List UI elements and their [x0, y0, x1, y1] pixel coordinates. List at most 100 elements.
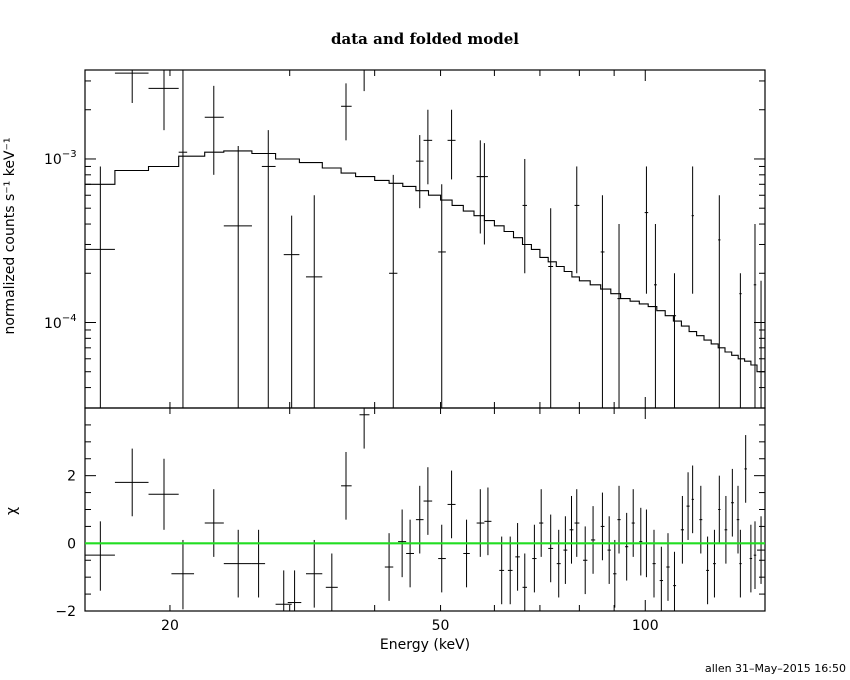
residual-point [659, 546, 664, 611]
residual-point [583, 526, 588, 595]
residual-point [204, 489, 224, 557]
residual-point [718, 475, 721, 544]
residual-point [384, 533, 394, 601]
residual-point [275, 570, 292, 611]
residual-point [148, 458, 179, 530]
residual-point [563, 516, 568, 584]
data-point [423, 109, 433, 185]
spectrum-panel: 10−3 10−4 normalized counts s⁻¹ keV⁻¹ [2, 69, 766, 409]
data-point [305, 195, 323, 408]
residual-point [607, 516, 611, 584]
spectrum-y-ticks [85, 80, 765, 409]
residual-point [652, 529, 656, 598]
data-point [718, 195, 721, 408]
spectrum-x-ticks [169, 70, 646, 408]
data-point [644, 166, 649, 294]
data-point [114, 70, 149, 103]
residual-panel: 20 50 100 −2 0 2 χ Energy (keV) [4, 407, 766, 653]
residual-point [631, 489, 635, 557]
spectrum-panel-frame [84, 69, 766, 409]
x-axis-label: Energy (keV) [380, 637, 470, 653]
residual-y-tick-label: 2 [67, 469, 76, 485]
timestamp-footer: allen 31–May–2015 16:50 [705, 662, 846, 675]
data-point [757, 280, 765, 408]
residual-point [590, 506, 596, 574]
residual-point [680, 495, 684, 564]
x-tick-label: 100 [632, 618, 659, 634]
residual-point [415, 485, 424, 554]
residual-point [359, 408, 370, 449]
residual-point [548, 514, 554, 583]
chart-title: data and folded model [331, 30, 519, 48]
residual-point [287, 570, 302, 611]
data-point [389, 174, 398, 408]
data-point [753, 224, 757, 408]
residual-point [600, 492, 605, 561]
residual-point [463, 519, 470, 588]
residual-y-tick-label: 0 [67, 536, 76, 552]
residual-point [736, 485, 740, 554]
data-point [283, 215, 300, 408]
data-point [548, 208, 554, 408]
residual-point [341, 451, 352, 520]
data-point [617, 224, 621, 408]
residual-point [686, 472, 690, 540]
folded-model-line [85, 150, 765, 373]
data-point [476, 140, 485, 234]
residual-point [305, 539, 323, 608]
data-point [223, 146, 252, 408]
data-point [341, 83, 352, 141]
residual-point [749, 524, 753, 593]
residual-y-tick-label: −2 [55, 604, 76, 620]
residual-point [423, 467, 433, 535]
data-point [85, 166, 115, 408]
residual-point [556, 529, 561, 598]
residual-point [447, 470, 456, 539]
data-point [691, 166, 694, 294]
residual-point [706, 536, 710, 605]
residual-point [744, 435, 747, 503]
residual-point [617, 485, 621, 554]
residual-point [476, 489, 485, 557]
data-point [574, 166, 580, 274]
residual-point [757, 516, 765, 584]
data-point [447, 109, 456, 180]
residual-point [251, 529, 266, 598]
data-point [415, 135, 424, 209]
residual-point [731, 468, 734, 537]
residual-point [522, 553, 527, 611]
residual-y-axis-label: χ [4, 507, 20, 515]
residual-point [673, 551, 677, 611]
data-point [653, 224, 657, 408]
residual-point [406, 519, 415, 588]
residual-point [574, 489, 580, 557]
data-point [522, 158, 527, 274]
residual-point [85, 521, 115, 591]
residual-point [507, 536, 513, 605]
residual-point [625, 512, 629, 581]
spectrum-y-axis-label: normalized counts s⁻¹ keV⁻¹ [2, 137, 18, 334]
residual-point [713, 529, 716, 598]
residual-point [325, 553, 338, 611]
residual-point [515, 523, 520, 591]
spectrum-y-tick-label-1e-4: 10−4 [44, 313, 77, 332]
data-point [148, 70, 179, 131]
residual-point [171, 539, 195, 610]
residual-point [499, 536, 505, 605]
data-point [178, 70, 188, 408]
data-point [438, 184, 446, 408]
data-point [261, 130, 276, 408]
residual-point [114, 448, 149, 517]
data-point [359, 69, 370, 92]
residual-series [85, 408, 765, 611]
data-point [673, 273, 677, 408]
residual-point [724, 495, 728, 564]
data-point [739, 273, 742, 408]
residual-point [699, 485, 703, 554]
x-tick-label: 20 [161, 618, 179, 634]
residual-point [739, 529, 742, 598]
data-point [204, 85, 224, 175]
residual-y-ticks: −2 0 2 [55, 407, 765, 620]
data-point [600, 195, 605, 408]
